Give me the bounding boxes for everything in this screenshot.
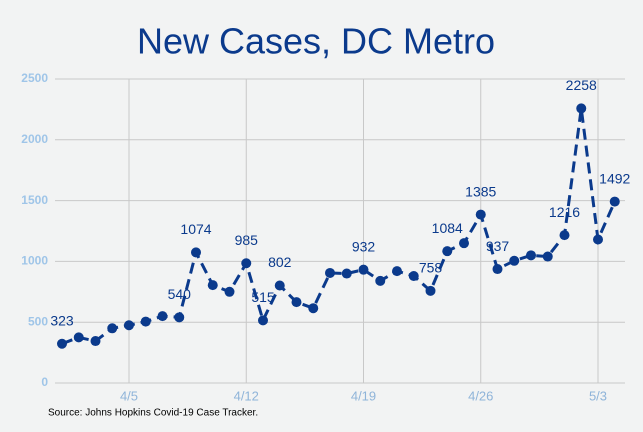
y-tick-label: 2000 [21,132,48,146]
data-label: 1216 [549,204,580,220]
y-tick-label: 0 [41,375,48,389]
data-label: 1492 [599,170,630,186]
data-point [542,251,553,262]
data-label: 758 [419,260,443,276]
data-point [174,312,185,323]
x-tick-label: 4/12 [234,388,259,403]
data-label: 985 [235,232,259,248]
chart-title: New Cases, DC Metro [137,21,495,62]
data-point [308,303,319,314]
data-label: 802 [268,254,292,270]
data-point [157,311,168,322]
source-note: Source: Johns Hopkins Covid-19 Case Trac… [48,408,258,419]
data-point [475,209,486,220]
data-point [73,332,84,343]
data-label: 1084 [432,220,463,236]
x-tick-label: 5/3 [589,388,607,403]
data-label: 323 [50,312,74,328]
data-point [241,258,252,269]
x-tick-label: 4/19 [351,388,376,403]
y-tick-label: 1000 [21,254,48,268]
data-label: 540 [168,286,192,302]
data-point [559,230,570,241]
data-label: 2258 [566,77,597,93]
data-point [392,266,402,277]
data-point [140,316,151,327]
x-tick-label: 4/26 [468,388,493,403]
x-tick-label: 4/5 [120,388,138,403]
data-point [258,315,268,326]
data-point [124,320,134,331]
data-point [408,270,419,281]
data-point [291,297,302,308]
data-point [274,280,285,291]
y-tick-label: 1500 [21,193,48,207]
data-point [107,323,118,334]
data-label: 937 [486,238,510,254]
data-point [341,268,352,279]
data-point [442,246,453,257]
data-point [375,275,386,286]
data-point [526,250,536,261]
data-label: 1074 [180,221,211,237]
data-point [358,264,369,275]
y-tick-label: 500 [28,314,48,328]
series-line [61,108,617,346]
data-point [576,103,587,114]
data-point [90,336,101,347]
data-point [609,196,620,207]
data-point [492,264,503,275]
data-label: 515 [251,289,275,305]
data-label: 932 [352,238,376,254]
data-point [325,267,335,278]
data-point [593,234,603,245]
data-point [425,285,436,296]
data-label: 1385 [465,183,496,199]
data-point [224,286,235,297]
data-point [459,238,469,249]
data-point [191,247,201,258]
data-point [509,255,520,266]
y-tick-label: 2500 [21,71,48,85]
data-point [57,338,67,349]
data-point [207,280,218,291]
